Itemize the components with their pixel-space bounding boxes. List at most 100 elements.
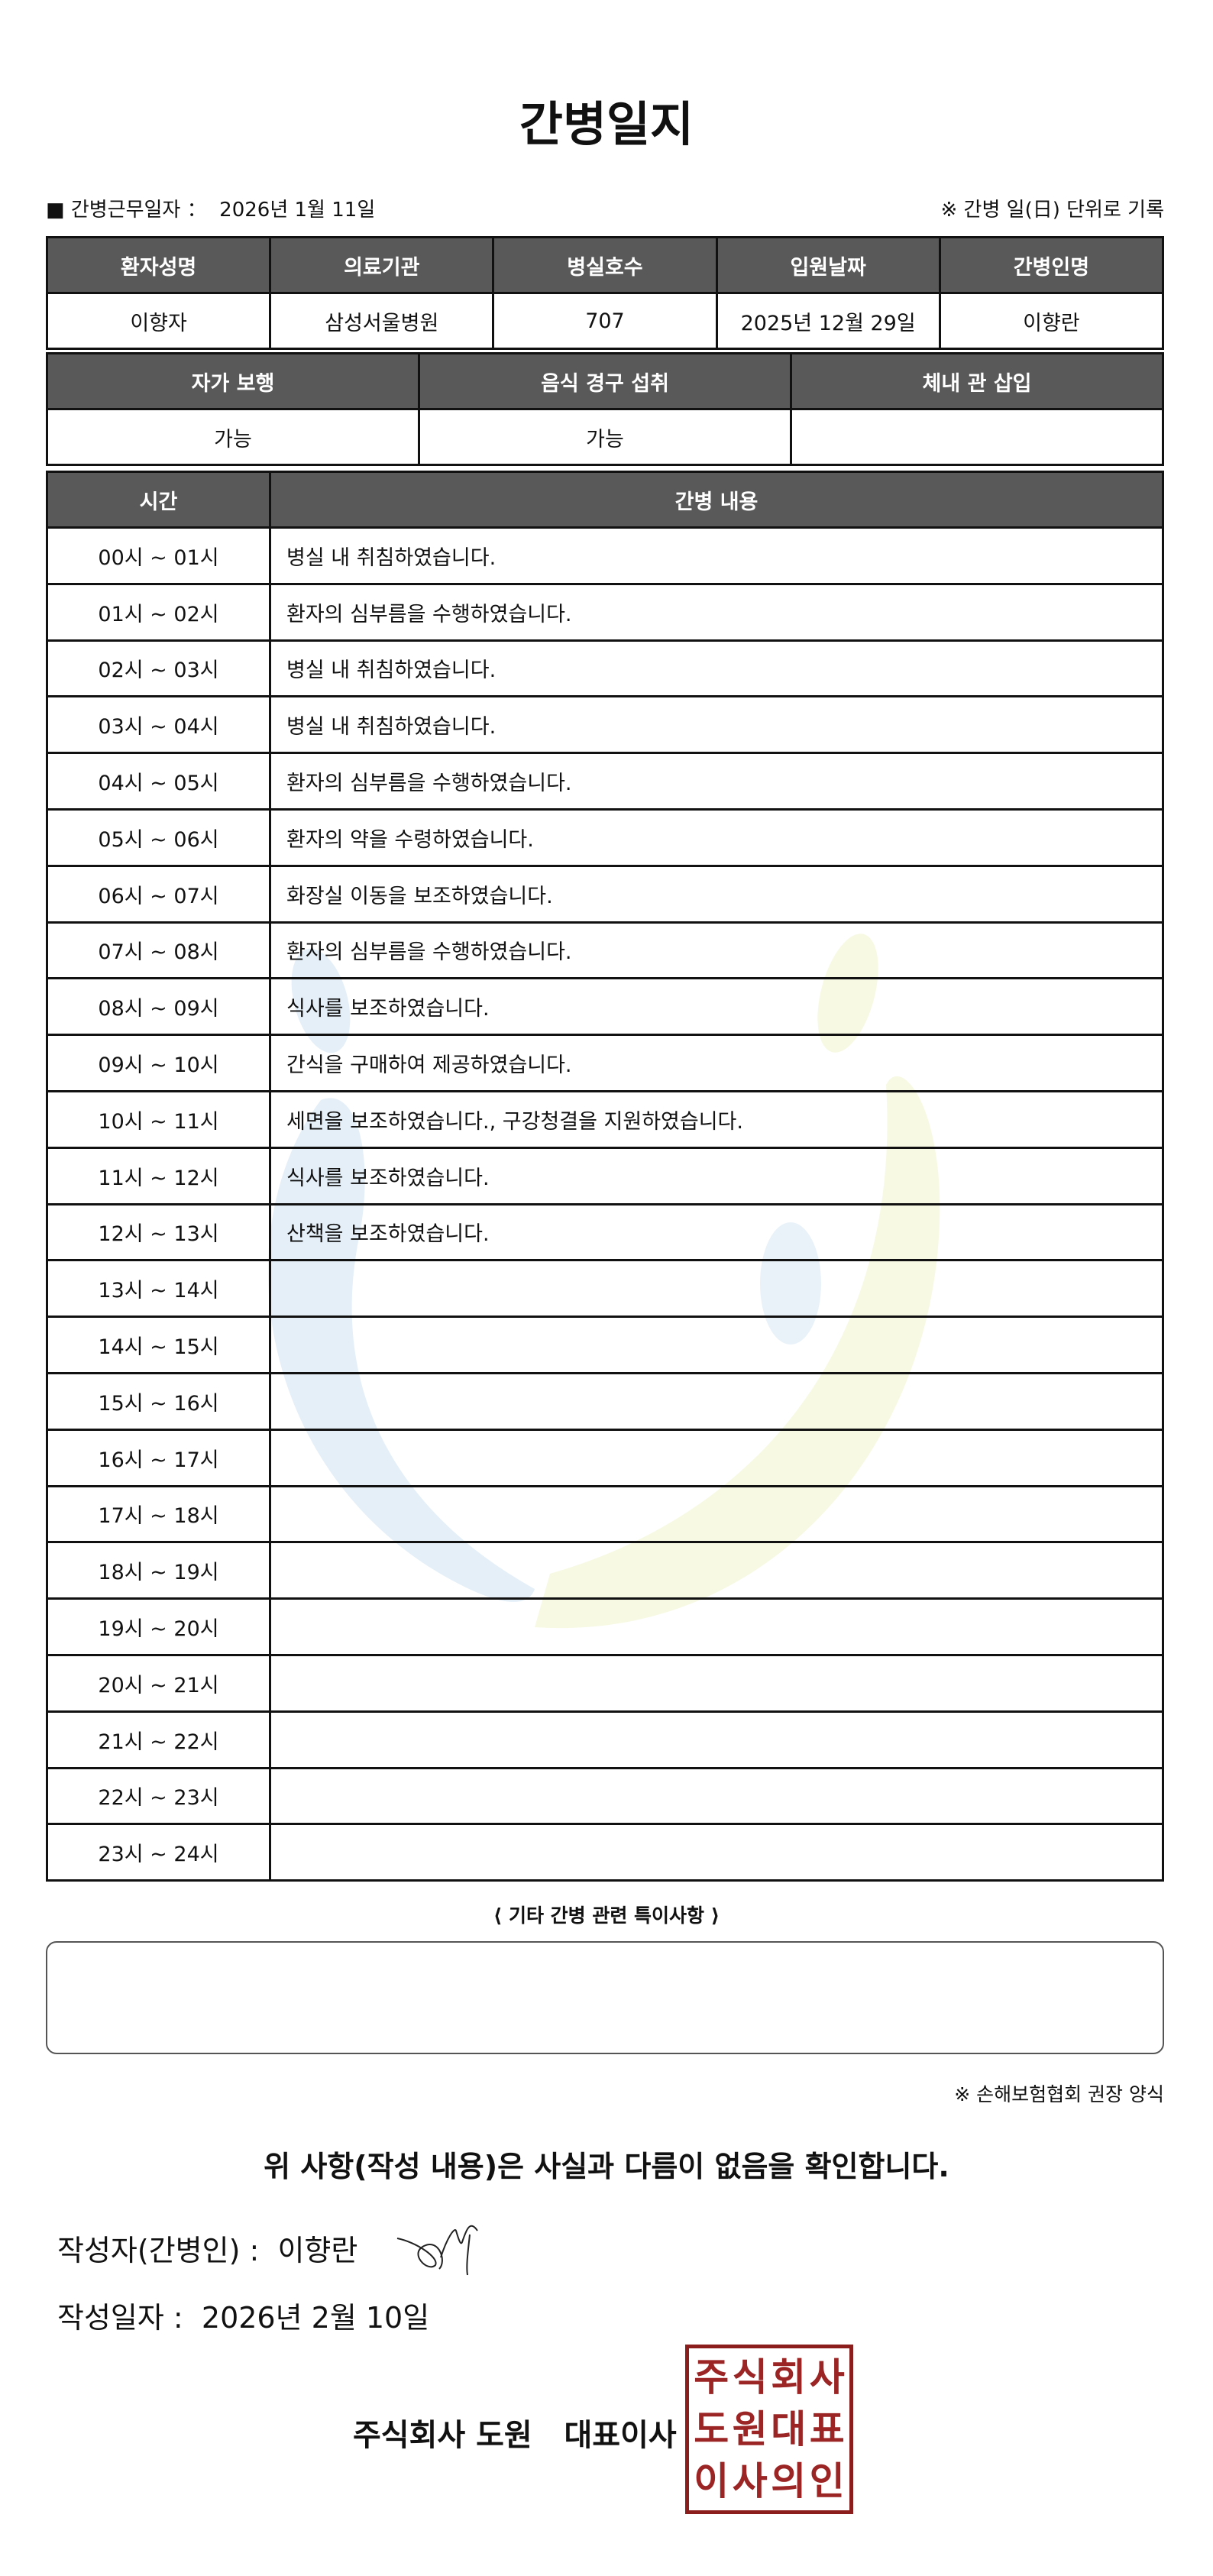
- log-row: 10시 ~ 11시 세면을 보조하였습니다., 구강청결을 지원하였습니다.: [46, 1089, 1164, 1149]
- form-source-note: ※ 손해보험협회 권장 양식: [954, 2083, 1164, 2105]
- header-patient-name: 환자성명: [45, 236, 272, 294]
- admission-date: 2025년 12월 29일: [715, 292, 941, 350]
- log-content: 간식을 구매하여 제공하였습니다.: [269, 1034, 1164, 1092]
- work-date-label: ■ 간병근무일자 ：: [46, 199, 207, 222]
- log-row: 19시 ~ 20시: [46, 1597, 1164, 1656]
- log-time: 05시 ~ 06시: [46, 807, 271, 867]
- company-representative: 주식회사 도원 대표이사: [353, 2418, 677, 2453]
- log-time: 00시 ~ 01시: [46, 526, 271, 585]
- stamp-character: 사: [732, 2459, 768, 2503]
- log-time: 16시 ~ 17시: [46, 1428, 271, 1487]
- header-tube: 체내 관 삽입: [790, 352, 1164, 410]
- log-time: 13시 ~ 14시: [46, 1259, 271, 1319]
- confirmation-statement: 위 사항(작성 내용)은 사실과 다름이 없음을 확인합니다.: [264, 2150, 949, 2183]
- log-time: 07시 ~ 08시: [46, 921, 271, 980]
- log-row: 22시 ~ 23시: [46, 1766, 1164, 1826]
- stamp-character: 인: [809, 2459, 845, 2503]
- header-walking: 자가 보행: [46, 352, 420, 410]
- log-time: 17시 ~ 18시: [46, 1484, 271, 1544]
- special-notes-box: [46, 1941, 1164, 2054]
- log-time: 08시 ~ 09시: [46, 977, 271, 1037]
- log-time: 10시 ~ 11시: [46, 1089, 271, 1149]
- header-caregiver: 간병인명: [938, 236, 1165, 294]
- log-content: 환자의 약을 수령하였습니다.: [269, 807, 1164, 867]
- log-content: [269, 1766, 1164, 1826]
- log-row: 15시 ~ 16시: [46, 1371, 1164, 1431]
- log-content: 환자의 심부름을 수행하였습니다.: [269, 752, 1164, 811]
- log-content: 병실 내 취침하였습니다.: [269, 526, 1164, 585]
- log-time: 01시 ~ 02시: [46, 582, 271, 642]
- log-time: 21시 ~ 22시: [46, 1710, 271, 1769]
- log-row: 13시 ~ 14시: [46, 1259, 1164, 1319]
- log-row: 18시 ~ 19시: [46, 1541, 1164, 1600]
- log-content: [269, 1371, 1164, 1431]
- page-title: 간병일지: [519, 96, 694, 152]
- caregiver-name: 이향란: [938, 292, 1165, 350]
- log-content: 산책을 보조하였습니다.: [269, 1202, 1164, 1262]
- log-content: [269, 1484, 1164, 1544]
- log-time: 18시 ~ 19시: [46, 1541, 271, 1600]
- log-content: [269, 1653, 1164, 1713]
- written-date-label: 작성일자 :: [57, 2301, 183, 2335]
- stamp-character: 이: [694, 2459, 729, 2503]
- log-row: 01시 ~ 02시 환자의 심부름을 수행하였습니다.: [46, 582, 1164, 642]
- patient-name: 이향자: [45, 292, 272, 350]
- header-time: 시간: [46, 471, 271, 529]
- tube-status: [790, 408, 1164, 466]
- record-unit-note: ※ 간병 일(日) 단위로 기록: [940, 199, 1165, 222]
- walking-status: 가능: [46, 408, 420, 466]
- log-time: 23시 ~ 24시: [46, 1823, 271, 1882]
- log-content: [269, 1428, 1164, 1487]
- stamp-character: 도: [694, 2407, 729, 2451]
- log-time: 12시 ~ 13시: [46, 1202, 271, 1262]
- log-row: 20시 ~ 21시: [46, 1653, 1164, 1713]
- signature-image: [396, 2225, 478, 2276]
- log-content: [269, 1823, 1164, 1882]
- log-time: 11시 ~ 12시: [46, 1146, 271, 1205]
- log-content: 식사를 보조하였습니다.: [269, 977, 1164, 1037]
- log-time: 09시 ~ 10시: [46, 1034, 271, 1092]
- log-row: 12시 ~ 13시 산책을 보조하였습니다.: [46, 1202, 1164, 1262]
- header-room: 병실호수: [492, 236, 718, 294]
- log-row: 07시 ~ 08시 환자의 심부름을 수행하였습니다.: [46, 921, 1164, 980]
- log-content: [269, 1541, 1164, 1600]
- writer-label: 작성자(간병인) :: [57, 2234, 260, 2267]
- header-admission-date: 입원날짜: [715, 236, 941, 294]
- log-content: [269, 1259, 1164, 1319]
- log-time: 03시 ~ 04시: [46, 695, 271, 755]
- log-content: 세면을 보조하였습니다., 구강청결을 지원하였습니다.: [269, 1089, 1164, 1149]
- log-row: 05시 ~ 06시 환자의 약을 수령하였습니다.: [46, 807, 1164, 867]
- room-number: 707: [492, 292, 718, 350]
- log-row: 17시 ~ 18시: [46, 1484, 1164, 1544]
- log-time: 14시 ~ 15시: [46, 1316, 271, 1374]
- log-content: 식사를 보조하였습니다.: [269, 1146, 1164, 1205]
- stamp-character: 주: [694, 2355, 729, 2400]
- header-content: 간병 내용: [269, 471, 1164, 529]
- writer-name: 이향란: [277, 2234, 358, 2267]
- work-date: ■ 간병근무일자 ： 2026년 1월 11일: [46, 194, 375, 222]
- status-table: 자가 보행 음식 경구 섭취 체내 관 삽입 가능 가능: [46, 352, 1164, 466]
- log-time: 20시 ~ 21시: [46, 1653, 271, 1713]
- log-row: 23시 ~ 24시: [46, 1823, 1164, 1882]
- log-content: 화장실 이동을 보조하였습니다.: [269, 864, 1164, 924]
- log-time: 19시 ~ 20시: [46, 1597, 271, 1656]
- stamp-character: 대: [771, 2407, 807, 2451]
- written-date-value: 2026년 2월 10일: [201, 2301, 430, 2335]
- log-time: 02시 ~ 03시: [46, 639, 271, 698]
- log-content: 환자의 심부름을 수행하였습니다.: [269, 921, 1164, 980]
- log-row: 02시 ~ 03시 병실 내 취침하였습니다.: [46, 639, 1164, 698]
- log-row: 03시 ~ 04시 병실 내 취침하였습니다.: [46, 695, 1164, 755]
- log-content: [269, 1597, 1164, 1656]
- header-hospital: 의료기관: [269, 236, 495, 294]
- stamp-character: 회: [771, 2355, 807, 2400]
- written-date-line: 작성일자 : 2026년 2월 10일: [57, 2294, 429, 2336]
- log-row: 00시 ~ 01시 병실 내 취침하였습니다.: [46, 526, 1164, 585]
- log-time: 04시 ~ 05시: [46, 752, 271, 811]
- work-date-value: 2026년 1월 11일: [219, 199, 376, 222]
- log-row: 16시 ~ 17시: [46, 1428, 1164, 1487]
- special-notes-title: ⟨ 기타 간병 관련 특이사항 ⟩: [493, 1904, 720, 1927]
- stamp-character: 사: [809, 2355, 845, 2400]
- log-content: 병실 내 취침하였습니다.: [269, 639, 1164, 698]
- log-content: [269, 1316, 1164, 1374]
